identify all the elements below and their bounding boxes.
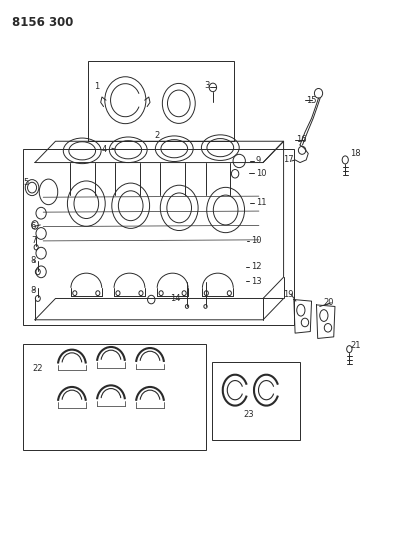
Text: 8: 8	[31, 286, 36, 295]
Text: 21: 21	[350, 341, 361, 350]
Text: 2: 2	[154, 132, 159, 140]
Text: 12: 12	[251, 262, 261, 271]
Text: 3: 3	[205, 81, 210, 90]
Text: 5: 5	[24, 178, 29, 187]
Text: 14: 14	[171, 294, 181, 303]
Text: 18: 18	[350, 149, 361, 158]
Text: 6: 6	[31, 222, 36, 231]
Text: 8156 300: 8156 300	[12, 17, 74, 29]
Text: 19: 19	[284, 290, 294, 298]
Text: 11: 11	[256, 198, 266, 207]
Text: 1: 1	[94, 82, 99, 91]
Text: 13: 13	[251, 277, 261, 286]
Bar	[88, 61, 234, 141]
Text: 8: 8	[31, 256, 36, 264]
Text: 10: 10	[251, 237, 261, 245]
Text: 17: 17	[283, 156, 293, 164]
Bar	[23, 149, 294, 325]
Text: 23: 23	[243, 410, 254, 419]
Text: 15: 15	[306, 96, 317, 104]
Text: 7: 7	[31, 237, 36, 245]
Text: 10: 10	[256, 169, 266, 177]
Bar	[23, 344, 206, 450]
Bar	[212, 362, 300, 440]
Text: 20: 20	[324, 298, 335, 307]
Text: 16: 16	[296, 135, 307, 144]
Text: 9: 9	[256, 157, 261, 165]
Text: 22: 22	[32, 365, 43, 373]
Text: 4: 4	[102, 145, 107, 154]
